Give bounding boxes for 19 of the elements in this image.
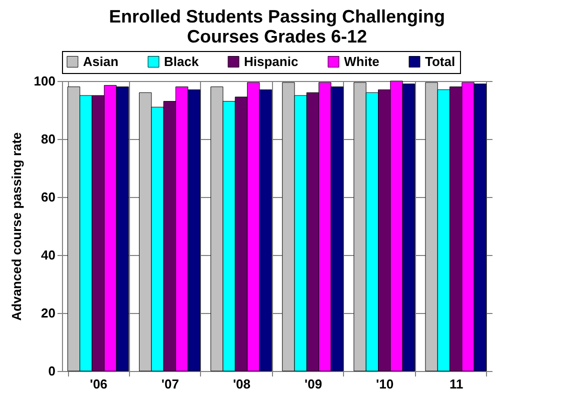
x-tick-label: 11 (449, 376, 464, 392)
y-tick-label: 100 (34, 74, 56, 88)
legend-label: White (344, 54, 380, 69)
y-tick-label: 40 (41, 248, 56, 262)
legend-label: Total (425, 54, 456, 69)
y-tick-label: 80 (41, 132, 56, 146)
y-tick-label: 0 (48, 364, 56, 378)
x-tick-label: '08 (232, 376, 251, 392)
legend-label: Asian (83, 54, 118, 69)
chart-title: Enrolled Students Passing Challenging Courses Grades 6-12 (108, 6, 446, 46)
x-tick-label: '09 (304, 376, 322, 392)
y-axis-title: Advanced course passing rate (8, 132, 24, 321)
y-tick-label: 60 (41, 190, 56, 204)
x-tick-label: '06 (90, 376, 108, 392)
y-tick-label: 20 (41, 306, 56, 320)
x-tick-label: '10 (376, 376, 394, 392)
x-tick-label: '07 (161, 376, 179, 392)
legend-label: Hispanic (244, 54, 298, 69)
legend-label: Black (164, 54, 200, 69)
